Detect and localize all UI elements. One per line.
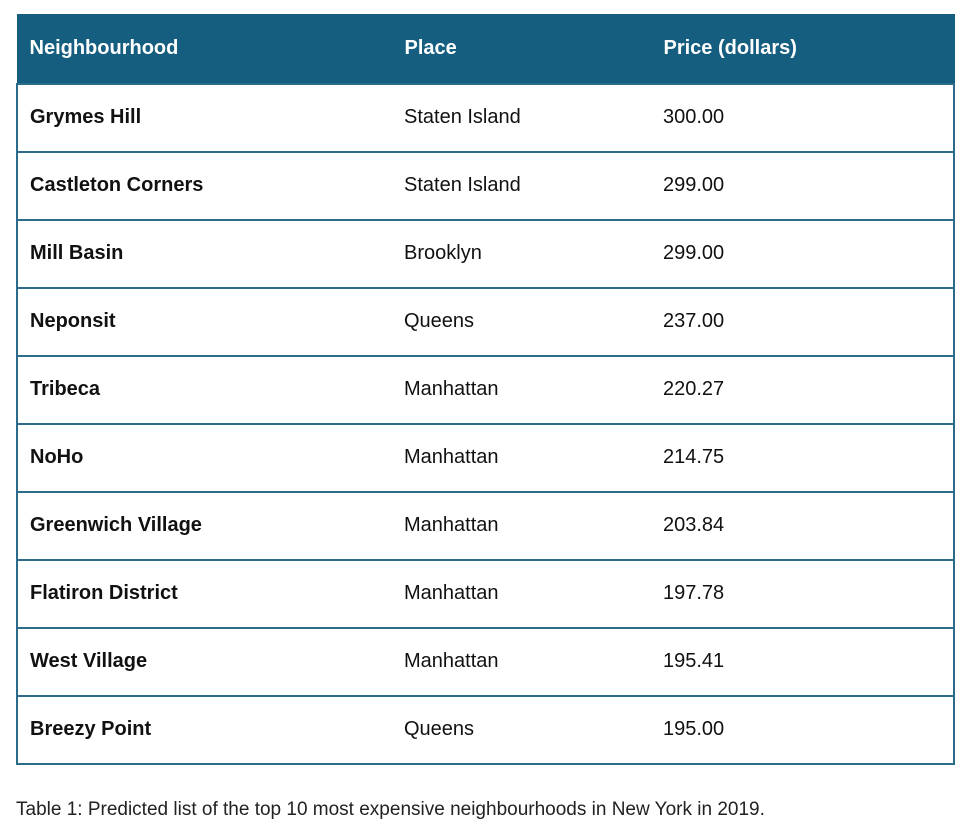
cell-price: 299.00 (651, 218, 955, 289)
cell-place: Queens (392, 286, 651, 357)
table-row: Flatiron District Manhattan 197.78 (16, 558, 955, 629)
table-row: Mill Basin Brooklyn 299.00 (16, 218, 955, 289)
cell-price: 237.00 (651, 286, 955, 357)
table-row: Breezy Point Queens 195.00 (16, 694, 955, 765)
table-row: West Village Manhattan 195.41 (16, 626, 955, 697)
cell-place: Queens (392, 694, 651, 765)
table-row: Neponsit Queens 237.00 (16, 286, 955, 357)
cell-place: Manhattan (392, 422, 651, 493)
header-row: Neighbourhood Place Price (dollars) (16, 14, 955, 84)
table-row: Greenwich Village Manhattan 203.84 (16, 490, 955, 561)
cell-place: Manhattan (392, 626, 651, 697)
column-header-price: Price (dollars) (650, 14, 955, 84)
cell-place: Staten Island (392, 82, 651, 153)
table-row: Castleton Corners Staten Island 299.00 (16, 150, 955, 221)
table-row: Tribeca Manhattan 220.27 (16, 354, 955, 425)
cell-price: 214.75 (651, 422, 955, 493)
cell-price: 220.27 (651, 354, 955, 425)
cell-price: 195.41 (651, 626, 955, 697)
cell-neighbourhood: Grymes Hill (16, 82, 392, 153)
cell-place: Staten Island (392, 150, 651, 221)
cell-neighbourhood: Neponsit (16, 286, 392, 357)
cell-neighbourhood: Tribeca (16, 354, 392, 425)
cell-price: 197.78 (651, 558, 955, 629)
neighbourhood-price-table: Neighbourhood Place Price (dollars) Grym… (16, 14, 955, 765)
cell-price: 300.00 (651, 82, 955, 153)
cell-place: Manhattan (392, 490, 651, 561)
cell-neighbourhood: Greenwich Village (16, 490, 392, 561)
table-container: Neighbourhood Place Price (dollars) Grym… (16, 14, 955, 765)
cell-price: 195.00 (651, 694, 955, 765)
cell-price: 299.00 (651, 150, 955, 221)
table-caption: Table 1: Predicted list of the top 10 mo… (16, 799, 765, 820)
table-row: Grymes Hill Staten Island 300.00 (16, 82, 955, 153)
cell-neighbourhood: Mill Basin (16, 218, 392, 289)
cell-place: Manhattan (392, 354, 651, 425)
column-header-place: Place (391, 14, 652, 84)
cell-neighbourhood: West Village (16, 626, 392, 697)
column-header-neighbourhood: Neighbourhood (16, 14, 393, 84)
cell-neighbourhood: NoHo (16, 422, 392, 493)
table-header: Neighbourhood Place Price (dollars) (16, 14, 955, 84)
cell-place: Brooklyn (392, 218, 651, 289)
table-row: NoHo Manhattan 214.75 (16, 422, 955, 493)
table-body: Grymes Hill Staten Island 300.00 Castlet… (16, 82, 955, 765)
cell-place: Manhattan (392, 558, 651, 629)
cell-neighbourhood: Castleton Corners (16, 150, 392, 221)
cell-price: 203.84 (651, 490, 955, 561)
cell-neighbourhood: Flatiron District (16, 558, 392, 629)
cell-neighbourhood: Breezy Point (16, 694, 392, 765)
